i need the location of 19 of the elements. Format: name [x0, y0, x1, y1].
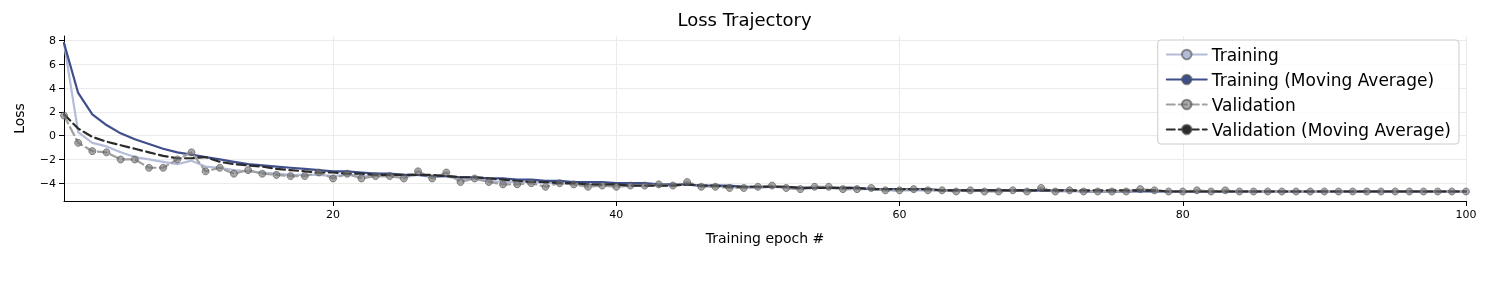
- legend-label: Validation: [1211, 94, 1296, 115]
- chart-title: Loss Trajectory: [677, 8, 812, 30]
- legend-label: Training: [1210, 44, 1279, 65]
- y-tick-label: 2: [49, 105, 56, 119]
- y-tick-label: −4: [39, 176, 56, 190]
- x-tick-label: 40: [609, 208, 624, 221]
- x-tick-label: 60: [892, 208, 907, 221]
- x-tick-label: 20: [326, 208, 341, 221]
- x-tick-label: 80: [1175, 208, 1190, 221]
- y-tick-label: −2: [39, 152, 56, 166]
- legend-label: Validation (Moving Average): [1211, 119, 1451, 140]
- y-tick-label: 8: [49, 34, 56, 48]
- y-axis-title: Loss: [11, 103, 27, 134]
- y-tick-label: 0: [49, 129, 56, 143]
- y-tick-label: 4: [49, 81, 56, 95]
- x-axis-title: Training epoch #: [704, 230, 825, 246]
- legend-label: Training (Moving Average): [1210, 69, 1435, 90]
- x-tick-label: 100: [1455, 208, 1477, 221]
- y-tick-label: 6: [49, 57, 56, 71]
